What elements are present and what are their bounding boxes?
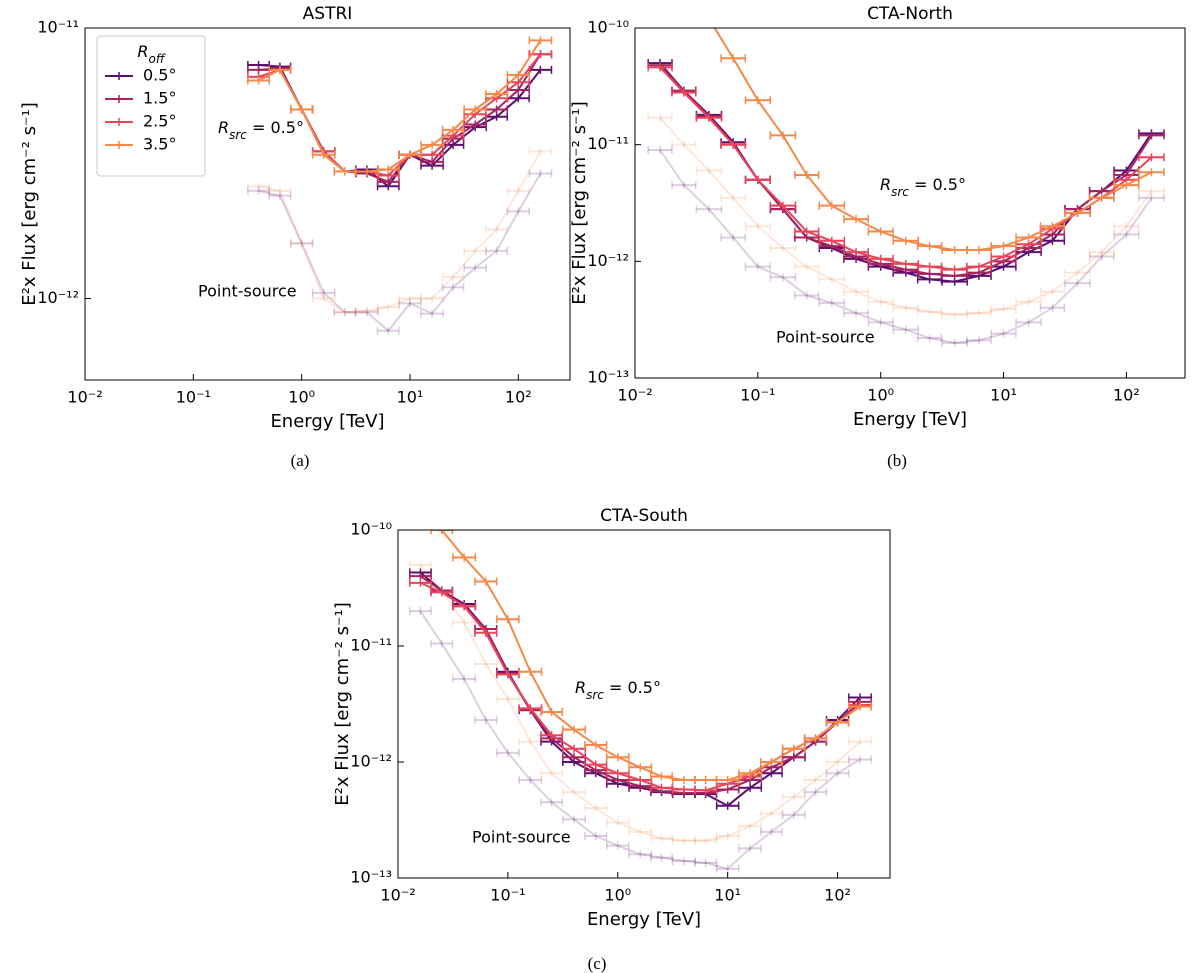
annotation: Point-source <box>776 328 875 347</box>
subscript: src <box>586 688 604 702</box>
math-label: Rsrc = 0.5° <box>218 118 304 142</box>
legend-box <box>96 35 206 177</box>
x-tick-label: 10⁻¹ <box>740 386 775 405</box>
series-line <box>258 172 542 333</box>
plot-area <box>647 28 1165 347</box>
series-line <box>713 28 1152 252</box>
plot-area <box>247 36 553 335</box>
caption: (b) <box>887 451 907 470</box>
x-tick-label: 10² <box>505 388 532 407</box>
y-tick-label: 10⁻¹¹ <box>587 134 629 153</box>
symbol: R <box>880 175 891 194</box>
y-tick-label: 10⁻¹³ <box>350 868 392 887</box>
series-line <box>659 149 1153 344</box>
x-tick-label: 10⁻¹ <box>490 886 525 905</box>
y-tick-label: 10⁻¹⁰ <box>350 520 392 539</box>
y-tick-label: 10⁻¹² <box>350 752 392 771</box>
series-line <box>419 610 861 870</box>
x-tick-label: 10¹ <box>990 386 1017 405</box>
symbol: R <box>137 42 148 61</box>
x-tick-label: 10⁰ <box>288 388 315 407</box>
y-tick-label: 10⁻¹¹ <box>350 636 392 655</box>
plot-frame <box>634 27 1186 379</box>
x-tick-label: 10⁻¹ <box>176 388 211 407</box>
y-tick-label: 10⁻¹⁰ <box>587 18 629 37</box>
x-tick-label: 10⁻² <box>617 386 652 405</box>
x-axis-label: Energy [TeV] <box>853 409 967 430</box>
y-axis-label: E²x Flux [erg cm⁻² s⁻¹] <box>19 102 40 305</box>
series-line <box>659 62 1153 283</box>
annotation: Point-source <box>198 282 297 301</box>
x-tick-label: 10⁰ <box>604 886 631 905</box>
x-tick-label: 10² <box>824 886 851 905</box>
x-tick-label: 10¹ <box>397 388 424 407</box>
chart-title: CTA-North <box>867 4 953 24</box>
x-axis-label: Energy [TeV] <box>270 411 384 432</box>
y-tick-label: 10⁻¹² <box>587 251 629 270</box>
y-tick-label: 10⁻¹¹ <box>37 18 79 37</box>
series-line <box>659 117 1153 316</box>
symbol: R <box>218 118 229 137</box>
x-tick-label: 10¹ <box>714 886 741 905</box>
x-tick-label: 10⁻² <box>380 886 415 905</box>
math-label: Roff <box>137 42 165 66</box>
text: = 0.5° <box>604 678 661 697</box>
plot-frame <box>397 529 891 879</box>
x-axis-label: Energy [TeV] <box>587 909 701 930</box>
subscript: src <box>891 185 909 199</box>
legend-label: 2.5° <box>143 112 176 131</box>
caption: (c) <box>588 954 607 973</box>
series-line <box>419 564 861 842</box>
caption: (a) <box>291 451 310 470</box>
symbol: R <box>575 678 586 697</box>
plot-area <box>409 530 872 873</box>
chart-title: ASTRI <box>303 4 353 24</box>
series-line <box>440 530 861 781</box>
y-axis-label: E²x Flux [erg cm⁻² s⁻¹] <box>569 101 590 304</box>
text: = 0.5° <box>247 118 304 137</box>
legend-label: 1.5° <box>143 89 176 108</box>
x-tick-label: 10⁻² <box>67 388 102 407</box>
y-axis-label: E²x Flux [erg cm⁻² s⁻¹] <box>332 602 353 805</box>
x-tick-label: 10⁰ <box>867 386 894 405</box>
series-line <box>258 150 542 314</box>
annotation: Point-source <box>472 828 571 847</box>
subscript: off <box>149 52 166 66</box>
x-tick-label: 10² <box>1113 386 1140 405</box>
series-line <box>258 39 542 173</box>
legend-label: 0.5° <box>143 66 176 85</box>
math-label: Rsrc = 0.5° <box>880 175 966 199</box>
math-label: Rsrc = 0.5° <box>575 678 661 702</box>
text: = 0.5° <box>909 175 966 194</box>
y-tick-label: 10⁻¹³ <box>587 368 629 387</box>
y-tick-label: 10⁻¹² <box>37 288 79 307</box>
chart-title: CTA-South <box>600 506 688 526</box>
legend-label: 3.5° <box>143 135 176 154</box>
plot-frame <box>84 27 571 381</box>
subscript: src <box>229 128 247 142</box>
